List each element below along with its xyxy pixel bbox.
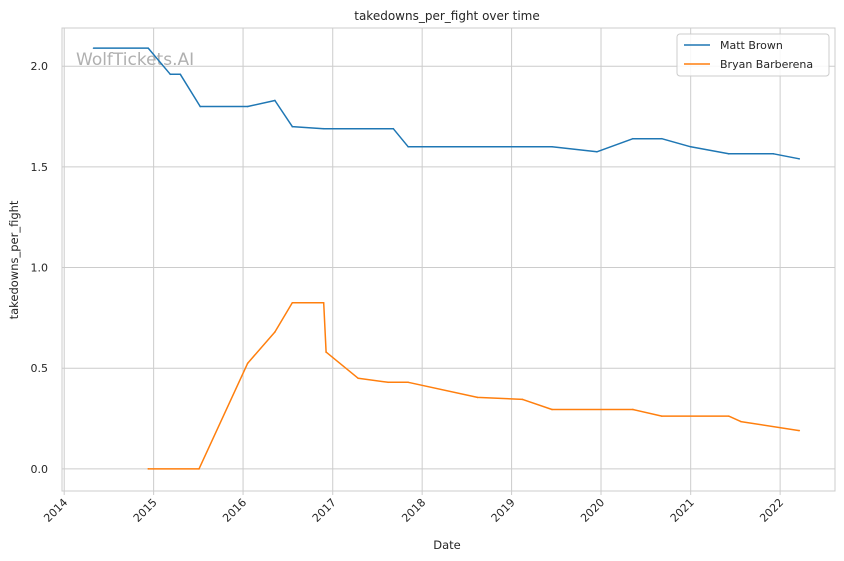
data-point-matt-brown: [147, 47, 150, 49]
data-point-matt-brown: [92, 47, 95, 49]
data-point-bryan-barberena: [246, 362, 249, 364]
y-tick-label: 1.5: [31, 161, 49, 174]
data-point-matt-brown: [689, 145, 692, 148]
data-point-bryan-barberena: [291, 301, 294, 304]
x-tick-label: 2019: [489, 496, 518, 525]
legend-label-matt-brown: Matt Brown: [720, 39, 783, 52]
data-point-bryan-barberena: [798, 429, 801, 432]
data-point-matt-brown: [322, 127, 325, 130]
x-tick-label: 2014: [41, 496, 70, 525]
data-point-matt-brown: [551, 145, 553, 148]
watermark-text: WolfTickets.AI: [76, 50, 194, 70]
x-tick-label: 2018: [399, 496, 428, 525]
data-point-matt-brown: [798, 158, 801, 160]
data-point-matt-brown: [199, 105, 201, 108]
x-tick-label: 2015: [131, 496, 160, 525]
y-axis-ticks: 0.0 0.5 1.0 1.5 2.0: [31, 60, 49, 476]
x-axis-ticks: 2014 2015 2016 2017 2018 2019 2020 2021 2022: [41, 491, 786, 525]
data-point-bryan-barberena: [357, 377, 360, 380]
data-point-matt-brown: [169, 73, 172, 76]
data-point-bryan-barberena: [551, 408, 553, 411]
x-tick-label: 2022: [757, 496, 786, 525]
data-point-matt-brown: [246, 105, 249, 108]
data-point-bryan-barberena: [407, 381, 409, 384]
data-point-bryan-barberena: [521, 398, 524, 401]
y-axis-label: takedowns_per_fight: [7, 200, 21, 319]
chart-title: takedowns_per_fight over time: [354, 9, 540, 23]
data-point-bryan-barberena: [387, 381, 389, 384]
x-tick-label: 2016: [220, 496, 249, 525]
x-tick-label: 2021: [668, 496, 697, 525]
legend-box: [676, 33, 830, 77]
series-lines: [92, 47, 801, 470]
y-tick-label: 2.0: [31, 60, 49, 73]
data-point-matt-brown: [291, 125, 294, 128]
legend: Matt Brown Bryan Barberena: [676, 33, 830, 77]
data-point-bryan-barberena: [660, 415, 663, 417]
data-point-matt-brown: [274, 99, 276, 102]
data-point-matt-brown: [632, 137, 634, 140]
data-point-matt-brown: [392, 127, 395, 130]
data-point-bryan-barberena: [322, 301, 325, 304]
data-point-bryan-barberena: [632, 408, 634, 411]
data-point-bryan-barberena: [198, 468, 200, 470]
data-point-matt-brown: [407, 145, 409, 148]
data-point-matt-brown: [772, 153, 775, 155]
data-point-bryan-barberena: [740, 420, 742, 423]
data-point-bryan-barberena: [727, 415, 730, 417]
data-point-bryan-barberena: [147, 468, 150, 470]
data-point-bryan-barberena: [476, 396, 479, 399]
legend-label-bryan-barberena: Bryan Barberena: [720, 58, 813, 71]
data-point-bryan-barberena: [274, 331, 276, 333]
series-line-bryan-barberena: [148, 302, 800, 470]
data-point-matt-brown: [179, 73, 182, 76]
x-axis-label: Date: [433, 538, 461, 552]
data-point-matt-brown: [596, 151, 598, 153]
x-tick-label: 2017: [310, 496, 339, 525]
data-point-matt-brown: [727, 153, 730, 155]
plot-area: [61, 27, 836, 492]
y-tick-label: 1.0: [31, 262, 49, 275]
data-point-bryan-barberena: [325, 351, 327, 353]
y-tick-label: 0.0: [31, 463, 49, 476]
y-tick-label: 0.5: [31, 362, 49, 375]
data-point-matt-brown: [660, 137, 663, 140]
x-tick-label: 2020: [578, 496, 607, 525]
